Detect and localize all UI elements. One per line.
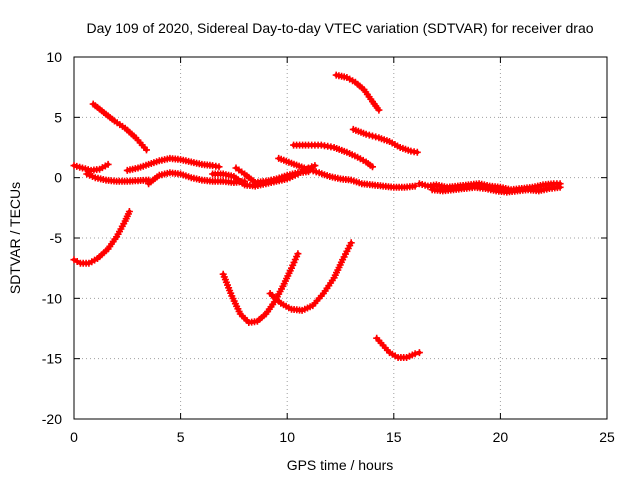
x-tick-label: 10 [279, 429, 295, 445]
chart-title: Day 109 of 2020, Sidereal Day-to-day VTE… [86, 20, 593, 36]
series-arc8 [232, 164, 312, 186]
x-tick-label: 20 [493, 429, 509, 445]
data-point-marker [415, 349, 423, 357]
series-trace [268, 240, 354, 313]
data-point-marker [411, 182, 419, 190]
y-tick-label: -5 [50, 230, 63, 246]
data-point-marker [369, 132, 376, 140]
data-point-marker [362, 130, 370, 138]
plot-frame [73, 56, 608, 420]
data-series [70, 71, 564, 361]
data-point-marker [369, 163, 376, 171]
series-arc12 [290, 141, 376, 171]
series-arc17 [428, 183, 564, 196]
series-arc3 [70, 208, 133, 267]
y-tick-label: 0 [54, 170, 62, 186]
axis-ticks: 0 5 10 15 20 25 -20 -15 -10 -5 0 5 10 [42, 49, 615, 445]
y-tick-label: -15 [42, 351, 62, 367]
series-arc1 [70, 160, 112, 174]
y-tick-label: -10 [42, 290, 62, 306]
series-arc5 [123, 154, 223, 174]
data-point-marker [365, 131, 373, 139]
data-point-marker [215, 163, 223, 171]
x-tick-label: 15 [386, 429, 402, 445]
data-point-marker [143, 146, 150, 154]
data-point-marker [125, 208, 133, 215]
series-arc10 [266, 239, 355, 314]
grid-lines [74, 57, 607, 419]
y-axis-label: SDTVAR / TECUs [7, 182, 23, 294]
series-arc13 [332, 71, 383, 114]
y-tick-label: 5 [54, 109, 62, 125]
series-arc4 [89, 100, 150, 154]
series-arc2 [83, 170, 153, 185]
y-tick-label: 10 [46, 49, 62, 65]
series-arc15 [373, 334, 423, 361]
x-tick-label: 25 [599, 429, 615, 445]
y-tick-label: -20 [42, 411, 62, 427]
x-axis-label: GPS time / hours [287, 457, 394, 473]
data-point-marker [556, 183, 564, 191]
series-arc14 [349, 125, 421, 156]
series-arc6 [145, 169, 249, 188]
data-point-marker [375, 106, 383, 114]
data-point-marker [411, 350, 419, 358]
x-tick-label: 5 [177, 429, 185, 445]
data-point-marker [104, 160, 112, 168]
data-point-marker [347, 239, 355, 247]
series-trace [221, 251, 300, 325]
data-point-marker [311, 162, 319, 170]
series-arc9 [219, 250, 302, 326]
data-point-marker [413, 148, 421, 156]
data-point-marker [372, 133, 380, 141]
x-tick-label: 0 [70, 429, 78, 445]
data-point-marker [294, 250, 302, 258]
series-arc11 [275, 154, 419, 191]
